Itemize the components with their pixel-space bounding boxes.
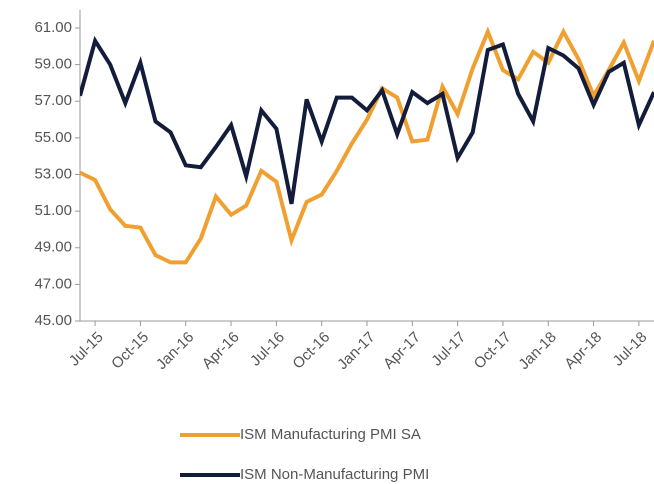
x-tick-label: Jan-16 (153, 329, 197, 373)
series-line (80, 26, 654, 265)
y-tick-label: 57.00 (34, 92, 72, 109)
y-tick-label: 45.00 (34, 312, 72, 329)
x-tick-label: Jul-15 (66, 329, 107, 370)
legend-label: ISM Non-Manufacturing PMI (240, 466, 429, 483)
plot (80, 26, 654, 265)
x-tick-label: Oct-16 (289, 329, 333, 373)
x-tick-label: Apr-16 (199, 329, 243, 373)
y-tick-label: 53.00 (34, 165, 72, 182)
x-tick-label: Jul-18 (610, 329, 651, 370)
x-tick-label: Apr-17 (380, 329, 424, 373)
x-tick-label: Jul-17 (428, 329, 469, 370)
x-tick-label: Oct-15 (108, 329, 152, 373)
y-tick-label: 47.00 (34, 275, 72, 292)
y-tick-label: 55.00 (34, 129, 72, 146)
y-tick-label: 49.00 (34, 239, 72, 256)
y-tick-label: 59.00 (34, 56, 72, 73)
x-tick-label: Jul-16 (247, 329, 288, 370)
x-tick-label: Jan-18 (515, 329, 559, 373)
legend-label: ISM Manufacturing PMI SA (240, 426, 421, 443)
y-tick-label: 51.00 (34, 202, 72, 219)
x-tick-label: Oct-17 (471, 329, 515, 373)
x-tick-label: Jan-17 (334, 329, 378, 373)
y-tick-label: 61.00 (34, 19, 72, 36)
series-line (80, 35, 654, 205)
x-tick-label: Apr-18 (561, 329, 605, 373)
